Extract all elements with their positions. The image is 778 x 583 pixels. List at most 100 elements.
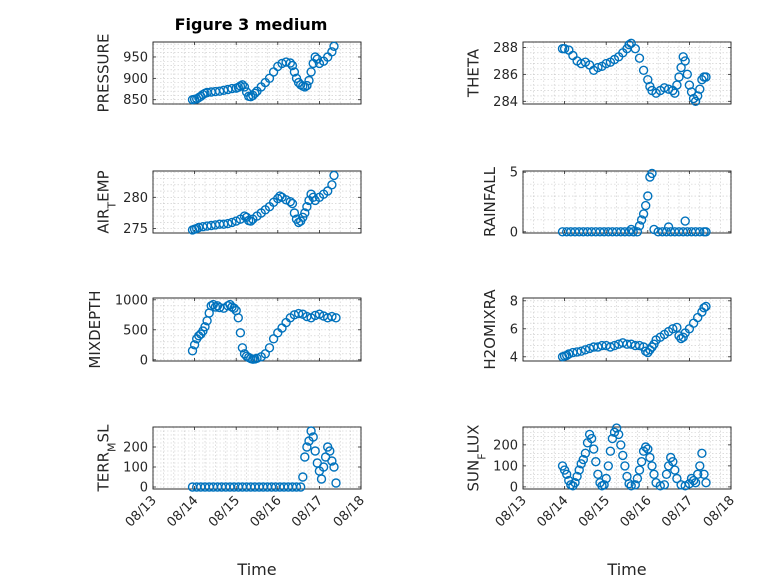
- data-point: [672, 322, 682, 333]
- data-point: [659, 83, 670, 93]
- data-point: [605, 342, 616, 352]
- axes-box: [152, 170, 362, 234]
- data-point: [647, 168, 657, 179]
- axes-box: [522, 297, 732, 362]
- y-tick-label: 1000: [115, 293, 148, 308]
- axes-box: [522, 426, 732, 490]
- y-tick-label: 280: [123, 191, 148, 206]
- data-point: [626, 224, 636, 235]
- data-point: [314, 309, 325, 319]
- data-point: [699, 303, 709, 313]
- data-point: [237, 343, 248, 353]
- data-point: [291, 482, 302, 492]
- data-point: [580, 345, 591, 355]
- data-point: [580, 448, 591, 458]
- data-point: [682, 69, 692, 80]
- data-point: [574, 465, 584, 475]
- data-point: [616, 440, 626, 450]
- data-point: [649, 469, 659, 479]
- data-point: [668, 324, 678, 334]
- data-point: [697, 448, 707, 458]
- data-point: [310, 52, 320, 62]
- data-point: [663, 222, 674, 232]
- data-point: [655, 481, 665, 491]
- data-point: [327, 311, 337, 322]
- data-point: [609, 340, 620, 351]
- data-point: [572, 471, 582, 482]
- data-point: [632, 227, 643, 237]
- data-point: [624, 479, 634, 489]
- data-point: [628, 227, 638, 237]
- data-point: [676, 62, 686, 73]
- data-point: [611, 423, 622, 433]
- data-point: [668, 457, 678, 467]
- y-tick-label: 850: [123, 93, 148, 108]
- data-point: [586, 433, 597, 444]
- data-point: [287, 60, 298, 71]
- data-point: [264, 73, 275, 84]
- x-tick-label: 08/16: [618, 493, 655, 530]
- subplot-rainfall: 0 5 RAINFALL: [481, 166, 732, 240]
- data-point: [636, 457, 647, 467]
- data-point: [605, 446, 616, 456]
- x-tick-label: 08/14: [534, 493, 571, 530]
- subplot-terr_msl: 0 100 200 08/13 08/14 08/15 08/16 08/17 08/18 Tim…: [94, 424, 367, 579]
- data-point: [233, 313, 244, 323]
- data-point: [645, 452, 655, 463]
- data-point: [632, 473, 643, 484]
- data-point: [701, 478, 711, 488]
- data-point: [695, 227, 705, 237]
- data-point: [643, 444, 653, 454]
- data-point: [618, 450, 628, 461]
- data-point: [250, 88, 260, 99]
- y-tick-label: 900: [123, 72, 148, 87]
- x-tick-label: 08/18: [331, 493, 368, 530]
- y-tick-label: 284: [493, 95, 518, 110]
- data-point: [289, 67, 300, 77]
- data-point: [310, 446, 320, 456]
- data-point: [589, 444, 599, 454]
- data-point: [695, 461, 705, 471]
- data-point: [647, 342, 657, 352]
- data-point: [634, 340, 645, 351]
- data-point: [187, 346, 198, 356]
- data-point: [227, 83, 237, 94]
- data-point: [641, 346, 651, 356]
- data-point: [329, 462, 339, 472]
- data-point: [634, 465, 645, 475]
- y-tick-label: 0: [140, 353, 148, 368]
- data-point: [641, 442, 651, 452]
- axes-box: [152, 426, 362, 490]
- data-point: [695, 84, 705, 94]
- data-point: [601, 473, 611, 484]
- data-point: [680, 56, 690, 66]
- x-tick-label: 08/16: [248, 493, 285, 530]
- y-axis-label: TERRMSL: [94, 424, 118, 493]
- data-point: [659, 480, 670, 490]
- data-point: [252, 353, 262, 363]
- data-point: [285, 58, 295, 68]
- data-point: [329, 170, 339, 181]
- data-point: [564, 349, 574, 359]
- data-point: [227, 217, 237, 228]
- data-point: [291, 73, 302, 84]
- data-point: [306, 67, 316, 77]
- data-point: [264, 343, 275, 353]
- y-axis-label: RAINFALL: [481, 166, 499, 237]
- subplot-h2omixra: 4 6 8 H2OMIXRA: [481, 289, 732, 370]
- x-axis-label: Time: [236, 560, 276, 579]
- data-point: [701, 301, 711, 312]
- axes-box: [152, 41, 362, 105]
- y-tick-label: 100: [493, 459, 518, 474]
- data-point: [316, 474, 327, 484]
- data-point: [643, 191, 653, 201]
- data-point: [300, 452, 310, 462]
- y-tick-label: 288: [493, 41, 518, 56]
- data-point: [285, 196, 295, 207]
- data-point: [626, 481, 636, 491]
- data-point: [680, 216, 690, 226]
- data-point: [289, 208, 300, 218]
- data-point: [327, 456, 337, 466]
- data-point: [670, 465, 680, 475]
